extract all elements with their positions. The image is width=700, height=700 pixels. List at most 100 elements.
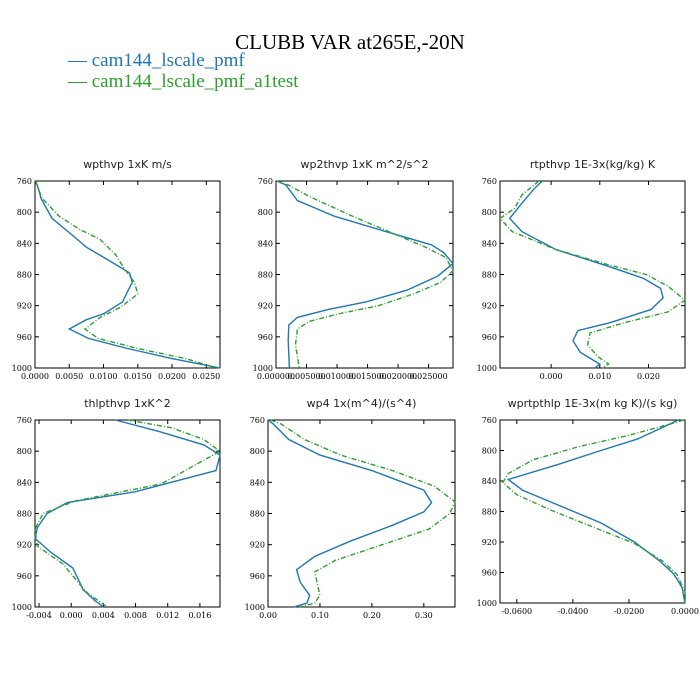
y-tick-label: 840 — [258, 239, 273, 248]
x-tick-label: 0.0200 — [158, 372, 186, 381]
y-tick-label: 1000 — [12, 603, 32, 612]
y-tick-label: 1000 — [12, 364, 32, 373]
panel-1: wpthvp 1xK m/s76080084088092096010000.00… — [12, 158, 221, 381]
x-tick-label: 0.000 — [60, 611, 83, 620]
y-tick-label: 1000 — [253, 364, 273, 373]
x-tick-label: 0.000 — [540, 372, 563, 381]
panel-title: wp2thvp 1xK m^2/s^2 — [300, 158, 428, 171]
panel-title: thlpthvp 1xK^2 — [84, 397, 171, 410]
panel-3: rtpthvp 1E-3x(kg/kg) K 760 800 840 880 920 960… — [477, 158, 687, 381]
panel-title: rtpthvp 1E-3x(kg/kg) K — [530, 158, 656, 171]
x-tick-label: 0.025000 — [410, 372, 448, 381]
y-tick-label: 960 — [250, 572, 265, 581]
series-line-cam144-lscale-pmf-a1test — [276, 180, 454, 369]
y-tick-label: 920 — [258, 302, 273, 311]
x-tick-label: 0.004 — [92, 611, 115, 620]
x-tick-label: 0.020 — [637, 372, 660, 381]
series-line-cam144-lscale-pmf — [35, 180, 221, 369]
x-tick-label: 0.0000 — [21, 372, 49, 381]
y-tick-label: 880 — [482, 271, 497, 280]
series-line-cam144-lscale-pmf-a1test — [34, 419, 222, 608]
series-line-cam144-lscale-pmf — [276, 180, 454, 369]
x-tick-label: 0.012 — [156, 611, 179, 620]
x-tick-label: 0.016 — [188, 611, 211, 620]
plot-frame — [499, 180, 686, 369]
y-tick-label: 960 — [482, 333, 497, 342]
y-tick-label: 800 — [258, 208, 273, 217]
y-tick-label: 760 — [482, 416, 497, 425]
y-tick-label: 840 — [250, 478, 265, 487]
plot-frame — [267, 419, 456, 608]
y-tick-label: 880 — [17, 510, 32, 519]
x-tick-label: 0.0100 — [90, 372, 118, 381]
x-tick-label: 0.00 — [259, 611, 277, 620]
x-tick-label: 0.0000 — [671, 607, 699, 616]
y-tick-label: 880 — [482, 508, 497, 517]
panel-4: thlpthvp 1xK^2 760 800 840 880 920 960 1000-0.0… — [12, 397, 222, 620]
x-tick-label: 0.010 — [588, 372, 611, 381]
x-tick-label: 0.010000 — [318, 372, 356, 381]
panel-2: wp2thvp 1xK m^2/s^2 760 800 840 880 920 960 100… — [253, 158, 454, 381]
panel-title: wp4 1x(m^4)/(s^4) — [307, 397, 417, 410]
y-tick-label: 960 — [17, 333, 32, 342]
x-tick-label: 0.0050 — [55, 372, 83, 381]
y-tick-label: 800 — [482, 447, 497, 456]
panel-title: wpthvp 1xK m/s — [83, 158, 172, 171]
y-tick-label: 760 — [17, 416, 32, 425]
y-tick-label: 1000 — [245, 603, 265, 612]
y-tick-label: 760 — [258, 177, 273, 186]
x-tick-label: -0.0600 — [501, 607, 532, 616]
legend-entry-cam144-lscale-pmf: — cam144_lscale_pmf — [68, 50, 245, 71]
y-tick-label: 760 — [250, 416, 265, 425]
series-line-cam144-lscale-pmf-a1test — [270, 419, 456, 608]
y-tick-label: 840 — [482, 239, 497, 248]
y-tick-label: 880 — [17, 271, 32, 280]
y-tick-label: 840 — [482, 477, 497, 486]
x-tick-label: 0.015000 — [348, 372, 386, 381]
plot-frame — [499, 419, 686, 604]
y-tick-label: 880 — [250, 510, 265, 519]
y-tick-label: 880 — [258, 271, 273, 280]
panel-5: wp4 1x(m^4)/(s^4)76080084088092096010000… — [245, 397, 456, 620]
x-tick-label: 0.008 — [124, 611, 147, 620]
x-tick-label: -0.0400 — [558, 607, 589, 616]
y-tick-label: 920 — [17, 541, 32, 550]
plot-frame — [34, 180, 221, 369]
series-line-cam144-lscale-pmf-a1test — [498, 180, 687, 369]
x-tick-label: 0.020000 — [379, 372, 417, 381]
y-tick-label: 800 — [250, 447, 265, 456]
plot-frame — [34, 419, 221, 608]
series-line-cam144-lscale-pmf — [508, 180, 664, 369]
y-tick-label: 760 — [482, 177, 497, 186]
y-tick-label: 800 — [482, 208, 497, 217]
x-tick-label: -0.004 — [26, 611, 52, 620]
y-tick-label: 760 — [17, 177, 32, 186]
y-tick-label: 840 — [17, 239, 32, 248]
x-tick-label: 0.0250 — [192, 372, 220, 381]
y-tick-label: 800 — [17, 208, 32, 217]
x-tick-label: 0.005000 — [287, 372, 325, 381]
figure-title: CLUBB VAR at265E,-20N — [235, 30, 465, 54]
legend-entry-cam144-lscale-pmf-a1test: — cam144_lscale_pmf_a1test — [68, 71, 299, 92]
x-tick-label: 0.000000 — [257, 372, 295, 381]
y-tick-label: 1000 — [477, 599, 497, 608]
y-tick-label: 840 — [17, 478, 32, 487]
y-tick-label: 920 — [482, 538, 497, 547]
x-tick-label: 0.0150 — [124, 372, 152, 381]
y-tick-label: 960 — [258, 333, 273, 342]
x-tick-label: 0.10 — [311, 611, 329, 620]
y-tick-label: 920 — [250, 541, 265, 550]
x-tick-label: 0.20 — [363, 611, 381, 620]
plot-frame — [275, 180, 454, 369]
y-tick-label: 960 — [482, 569, 497, 578]
y-tick-label: 1000 — [477, 364, 497, 373]
series-line-cam144-lscale-pmf-a1test — [501, 419, 686, 603]
y-tick-label: 800 — [17, 447, 32, 456]
x-tick-label: -0.0200 — [614, 607, 645, 616]
series-line-cam144-lscale-pmf — [34, 419, 221, 608]
panel-6: wprtpthlp 1E-3x(m kg K)/(s kg) 760 800 840 8… — [477, 397, 699, 616]
series-line-cam144-lscale-pmf-a1test — [35, 180, 217, 369]
x-tick-label: 0.30 — [415, 611, 433, 620]
y-tick-label: 920 — [17, 302, 32, 311]
